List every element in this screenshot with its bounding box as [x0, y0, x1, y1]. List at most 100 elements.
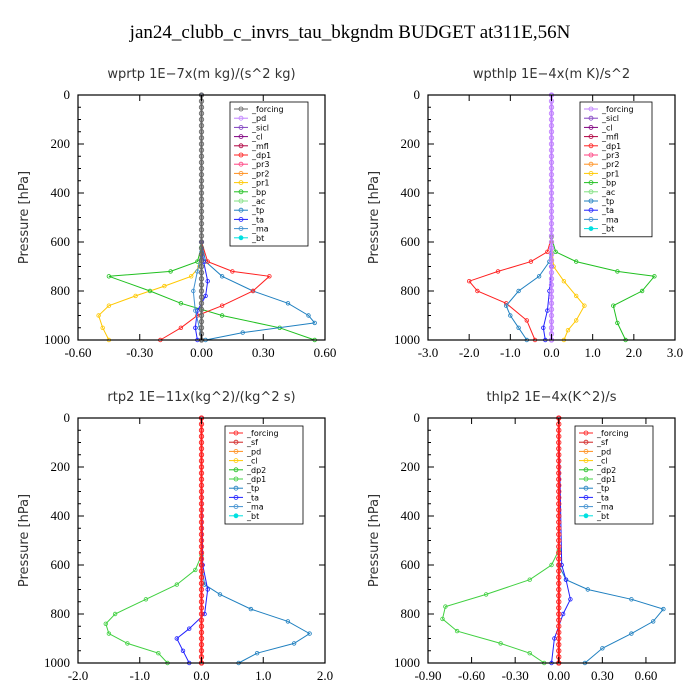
zero-marker — [198, 458, 205, 464]
legend-entry: _bp — [601, 179, 616, 188]
y-tick-label: 600 — [51, 234, 71, 249]
panel-title: thlp2 1E−4x(K^2)/s — [487, 390, 617, 405]
legend-marker — [238, 134, 244, 140]
y-tick-label: 1000 — [44, 332, 70, 347]
zero-marker — [198, 171, 205, 178]
legend-entry: _tp — [601, 197, 614, 206]
series-line-tp — [558, 564, 665, 664]
legend-entry: _dp1 — [601, 142, 621, 151]
legend-marker — [238, 115, 244, 121]
y-tick-label: 400 — [401, 508, 421, 523]
zero-marker — [198, 159, 205, 166]
zero-marker — [198, 568, 205, 574]
zero-marker — [556, 611, 562, 617]
data-point — [250, 288, 256, 294]
legend-marker — [233, 494, 239, 500]
zero-marker — [556, 605, 562, 611]
series-line-tp — [201, 564, 311, 664]
zero-marker — [198, 611, 205, 617]
legend-entry: _dp1 — [246, 475, 266, 484]
zero-marker — [548, 116, 555, 123]
zero-marker — [198, 294, 205, 300]
x-tick-label: 1.0 — [585, 345, 601, 360]
y-axis-label: Pressure [hPa] — [17, 171, 32, 264]
zero-marker — [556, 592, 562, 599]
legend-marker — [583, 439, 589, 445]
legend-marker — [583, 476, 589, 482]
zero-marker — [198, 251, 205, 257]
zero-marker — [198, 165, 205, 172]
legend-marker — [238, 216, 244, 222]
legend-entry: _forcing — [246, 429, 279, 438]
data-point — [106, 303, 112, 308]
zero-marker — [556, 470, 562, 476]
legend-entry: _ac — [601, 188, 615, 197]
zero-marker — [198, 445, 205, 452]
data-point — [205, 587, 210, 592]
zero-marker — [556, 586, 562, 593]
zero-marker — [548, 178, 555, 184]
zero-marker — [548, 196, 555, 202]
data-point — [180, 648, 186, 653]
zero-marker — [556, 501, 562, 507]
data-point — [156, 651, 161, 656]
data-point — [285, 301, 291, 306]
zero-marker — [556, 648, 562, 654]
data-point — [191, 288, 196, 294]
legend-entry: _cl — [601, 123, 613, 132]
legend-marker — [583, 485, 589, 491]
data-point — [217, 592, 223, 597]
zero-marker — [198, 325, 205, 331]
zero-marker — [548, 122, 555, 129]
data-point — [267, 274, 272, 279]
zero-marker — [548, 282, 555, 288]
zero-marker — [548, 257, 555, 264]
zero-marker — [548, 208, 555, 215]
x-tick-label: 1.0 — [255, 668, 271, 683]
zero-marker — [548, 214, 555, 221]
zero-marker — [556, 537, 562, 544]
data-point — [545, 249, 550, 254]
zero-marker — [556, 531, 562, 538]
legend-marker — [233, 485, 239, 491]
data-point — [661, 606, 666, 612]
data-point — [498, 641, 503, 646]
zero-marker — [548, 147, 555, 153]
legend-marker — [588, 180, 594, 186]
data-point — [475, 288, 480, 294]
zero-marker — [548, 165, 555, 172]
y-tick-label: 200 — [51, 459, 71, 474]
zero-marker — [556, 580, 562, 587]
legend-entry: _sf — [246, 438, 258, 447]
legend-entry: _ma — [246, 503, 264, 512]
zero-marker — [198, 227, 205, 233]
y-tick-label: 0 — [414, 87, 421, 102]
data-point — [528, 259, 534, 264]
zero-marker — [198, 135, 205, 141]
y-tick-label: 600 — [51, 557, 71, 572]
data-point — [174, 636, 179, 641]
zero-marker — [198, 605, 205, 611]
zero-marker — [198, 439, 205, 446]
zero-marker — [198, 531, 205, 538]
zero-marker — [198, 464, 205, 470]
legend-entry: _pr3 — [601, 151, 619, 160]
legend-entry: _pd — [251, 114, 266, 123]
panel-1: wprtp 1E−7x(m kg)/(s^2 kg) Pressure [hPa]… — [17, 67, 336, 360]
x-tick-label: -1.0 — [500, 345, 521, 360]
series-line-ta — [551, 417, 571, 664]
legend-marker — [588, 216, 594, 222]
zero-marker — [198, 476, 205, 482]
legend-marker — [583, 467, 589, 473]
zero-marker — [556, 445, 562, 452]
zero-marker — [556, 439, 562, 446]
legend-marker — [583, 448, 589, 454]
legend-marker — [588, 189, 594, 195]
data-point — [629, 597, 634, 602]
zero-marker — [556, 427, 562, 433]
legend-marker — [583, 494, 589, 500]
x-tick-label: 0.00 — [547, 668, 570, 683]
zero-marker — [198, 592, 205, 599]
zero-marker — [548, 251, 555, 257]
legend-marker — [238, 180, 244, 186]
